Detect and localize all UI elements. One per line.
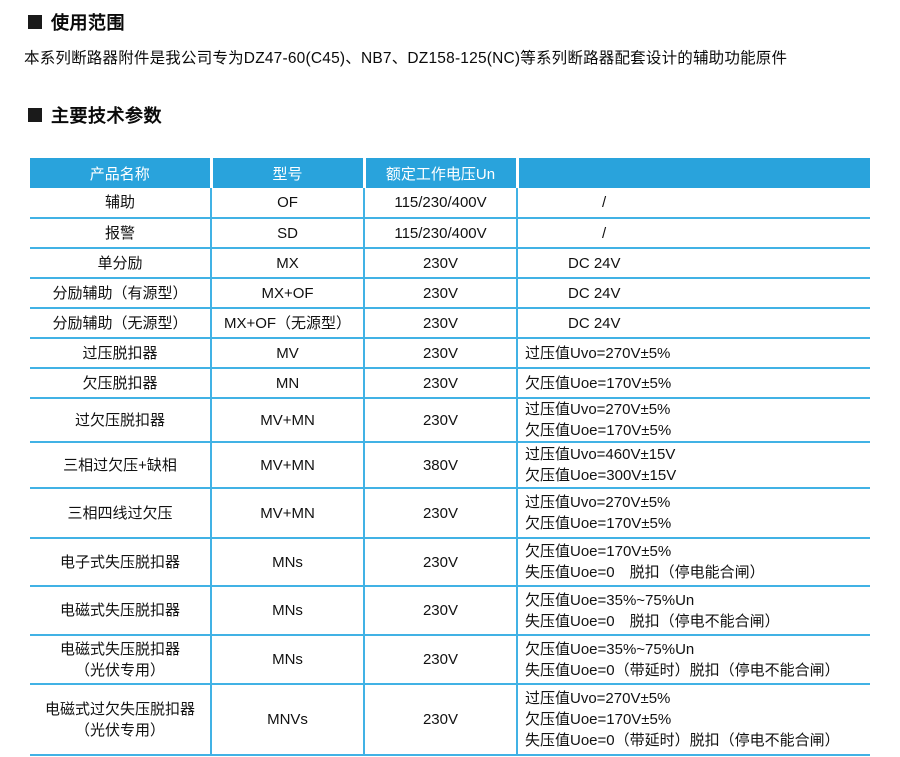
- section-bullet-icon: [28, 15, 42, 29]
- cell-voltage: 230V: [364, 398, 518, 443]
- header-rated-voltage: 额定工作电压Un: [364, 158, 519, 188]
- cell-note: 过压值Uvo=270V±5% 欠压值Uoe=170V±5%: [517, 488, 870, 539]
- cell-note: 过压值Uvo=270V±5%: [517, 338, 870, 369]
- section-params-title: 主要技术参数: [28, 102, 162, 128]
- cell-voltage: 230V: [364, 368, 518, 399]
- table-row: 辅助 OF 115/230/400V /: [30, 188, 870, 219]
- cell-voltage: 230V: [364, 278, 518, 309]
- cell-note: 欠压值Uoe=35%~75%Un 失压值Uoe=0 脱扣（停电不能合闸）: [517, 586, 870, 636]
- cell-voltage: 115/230/400V: [364, 218, 518, 249]
- cell-voltage: 230V: [364, 538, 518, 587]
- spec-table: 产品名称 型号 额定工作电压Un 辅助 OF 115/230/400V / 报警…: [30, 158, 870, 756]
- cell-model: MNs: [211, 586, 365, 636]
- table-row: 过欠压脱扣器 MV+MN 230V 过压值Uvo=270V±5% 欠压值Uoe=…: [30, 398, 870, 443]
- cell-product-name: 分励辅助（有源型）: [30, 278, 212, 309]
- cell-product-name: 报警: [30, 218, 212, 249]
- cell-model: MV+MN: [211, 442, 365, 489]
- cell-model: MNs: [211, 538, 365, 587]
- cell-voltage: 380V: [364, 442, 518, 489]
- cell-note: 欠压值Uoe=170V±5% 失压值Uoe=0 脱扣（停电能合闸）: [517, 538, 870, 587]
- table-row: 过压脱扣器 MV 230V 过压值Uvo=270V±5%: [30, 338, 870, 369]
- cell-model: MV+MN: [211, 488, 365, 539]
- cell-voltage: 230V: [364, 586, 518, 636]
- header-notes: [517, 158, 870, 188]
- cell-note: DC 24V: [517, 308, 870, 339]
- table-row: 单分励 MX 230V DC 24V: [30, 248, 870, 279]
- table-row: 欠压脱扣器 MN 230V 欠压值Uoe=170V±5%: [30, 368, 870, 399]
- cell-product-name: 电子式失压脱扣器: [30, 538, 212, 587]
- cell-product-name: 三相四线过欠压: [30, 488, 212, 539]
- section-params-label: 主要技术参数: [51, 106, 162, 126]
- table-row: 三相过欠压+缺相 MV+MN 380V 过压值Uvo=460V±15V 欠压值U…: [30, 442, 870, 489]
- cell-voltage: 230V: [364, 635, 518, 685]
- cell-model: MNs: [211, 635, 365, 685]
- cell-model: MX+OF（无源型）: [211, 308, 365, 339]
- cell-note: /: [517, 188, 870, 219]
- cell-product-name: 过欠压脱扣器: [30, 398, 212, 443]
- cell-product-name: 过压脱扣器: [30, 338, 212, 369]
- table-row: 电子式失压脱扣器 MNs 230V 欠压值Uoe=170V±5% 失压值Uoe=…: [30, 538, 870, 587]
- cell-voltage: 115/230/400V: [364, 188, 518, 219]
- cell-voltage: 230V: [364, 248, 518, 279]
- cell-voltage: 230V: [364, 338, 518, 369]
- table-row: 电磁式失压脱扣器 （光伏专用） MNs 230V 欠压值Uoe=35%~75%U…: [30, 635, 870, 685]
- header-product-name: 产品名称: [30, 158, 213, 188]
- cell-model: MV+MN: [211, 398, 365, 443]
- section-usage-label: 使用范围: [51, 13, 125, 33]
- cell-model: MN: [211, 368, 365, 399]
- table-row: 电磁式失压脱扣器 MNs 230V 欠压值Uoe=35%~75%Un 失压值Uo…: [30, 586, 870, 636]
- section-usage-title: 使用范围: [28, 9, 125, 35]
- table-header-row: 产品名称 型号 额定工作电压Un: [30, 158, 870, 188]
- header-model: 型号: [211, 158, 366, 188]
- usage-description: 本系列断路器附件是我公司专为DZ47-60(C45)、NB7、DZ158-125…: [24, 50, 788, 67]
- table-row: 分励辅助（无源型） MX+OF（无源型） 230V DC 24V: [30, 308, 870, 339]
- table-row: 三相四线过欠压 MV+MN 230V 过压值Uvo=270V±5% 欠压值Uoe…: [30, 488, 870, 539]
- cell-model: MX: [211, 248, 365, 279]
- cell-model: MV: [211, 338, 365, 369]
- cell-note: 过压值Uvo=270V±5% 欠压值Uoe=170V±5% 失压值Uoe=0（带…: [517, 684, 870, 756]
- cell-voltage: 230V: [364, 488, 518, 539]
- cell-model: SD: [211, 218, 365, 249]
- table-row: 电磁式过欠失压脱扣器 （光伏专用） MNVs 230V 过压值Uvo=270V±…: [30, 684, 870, 756]
- cell-note: 过压值Uvo=460V±15V 欠压值Uoe=300V±15V: [517, 442, 870, 489]
- cell-model: MX+OF: [211, 278, 365, 309]
- cell-product-name: 电磁式失压脱扣器 （光伏专用）: [30, 635, 212, 685]
- section-bullet-icon: [28, 108, 42, 122]
- cell-product-name: 分励辅助（无源型）: [30, 308, 212, 339]
- cell-model: MNVs: [211, 684, 365, 756]
- cell-product-name: 欠压脱扣器: [30, 368, 212, 399]
- cell-product-name: 单分励: [30, 248, 212, 279]
- cell-model: OF: [211, 188, 365, 219]
- cell-product-name: 电磁式过欠失压脱扣器 （光伏专用）: [30, 684, 212, 756]
- cell-note: DC 24V: [517, 248, 870, 279]
- cell-product-name: 辅助: [30, 188, 212, 219]
- cell-note: 过压值Uvo=270V±5% 欠压值Uoe=170V±5%: [517, 398, 870, 443]
- cell-note: DC 24V: [517, 278, 870, 309]
- cell-voltage: 230V: [364, 308, 518, 339]
- table-row: 报警 SD 115/230/400V /: [30, 218, 870, 249]
- cell-product-name: 电磁式失压脱扣器: [30, 586, 212, 636]
- cell-voltage: 230V: [364, 684, 518, 756]
- cell-product-name: 三相过欠压+缺相: [30, 442, 212, 489]
- table-row: 分励辅助（有源型） MX+OF 230V DC 24V: [30, 278, 870, 309]
- cell-note: /: [517, 218, 870, 249]
- cell-note: 欠压值Uoe=170V±5%: [517, 368, 870, 399]
- cell-note: 欠压值Uoe=35%~75%Un 失压值Uoe=0（带延时）脱扣（停电不能合闸）: [517, 635, 870, 685]
